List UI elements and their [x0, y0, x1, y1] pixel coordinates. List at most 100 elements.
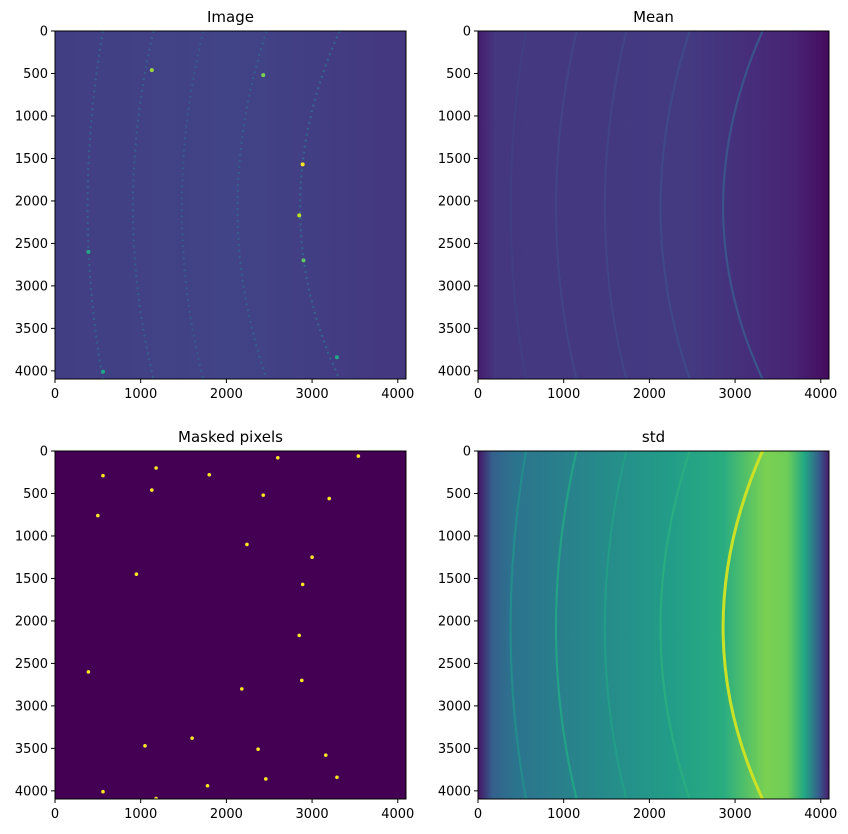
y-tick-label: 3000	[15, 279, 48, 294]
y-tick-label: 3000	[438, 699, 471, 714]
masked-pixel	[101, 473, 105, 478]
ring-2	[554, 451, 578, 799]
masked-pixel	[335, 775, 339, 780]
y-tick-label: 1000	[15, 109, 48, 124]
masked-pixel	[323, 753, 328, 757]
masked-pixel	[327, 496, 332, 501]
y-tick-label: 1000	[438, 109, 471, 124]
mean-gradient	[478, 31, 829, 379]
ring-5	[298, 31, 341, 379]
x-tick-label: 0	[474, 387, 482, 402]
x-tick-label: 1000	[124, 387, 157, 402]
masked-pixel	[256, 747, 260, 752]
ring-4	[659, 451, 691, 799]
x-tick-label: 2000	[210, 387, 243, 402]
ring-1	[509, 451, 528, 799]
ring-5	[721, 31, 764, 379]
y-tick-label: 4000	[438, 364, 471, 379]
bright-spot	[334, 355, 339, 360]
ring-3	[603, 451, 628, 799]
y-tick-label: 1500	[438, 572, 471, 587]
masked-pixel	[264, 777, 268, 781]
bright-spot	[301, 258, 306, 263]
y-tick-label: 3500	[15, 742, 48, 757]
ring-1	[509, 31, 528, 379]
std-gradient	[478, 451, 829, 799]
x-tick-label: 3000	[719, 807, 752, 822]
y-tick-label: 500	[446, 67, 471, 82]
bright-spot	[86, 249, 91, 254]
y-tick-label: 3000	[438, 279, 471, 294]
masked-pixel	[207, 472, 212, 477]
axes-frame	[54, 450, 407, 800]
y-tick-label: 3000	[15, 699, 48, 714]
bright-spot	[100, 369, 105, 374]
x-tick-label: 4000	[381, 387, 414, 402]
x-tick-label: 2000	[210, 807, 243, 822]
panel-title: Image	[207, 8, 254, 26]
x-tick-label: 2000	[633, 387, 666, 402]
y-tick-label: 2500	[438, 657, 471, 672]
masked-pixel	[240, 687, 244, 691]
y-tick-label: 1000	[438, 529, 471, 544]
x-tick-label: 4000	[804, 807, 837, 822]
x-tick-label: 0	[51, 807, 59, 822]
masked-pixel	[299, 678, 304, 683]
masked-pixel	[86, 670, 91, 674]
ring-2	[554, 31, 578, 379]
y-tick-label: 4000	[438, 784, 471, 799]
x-tick-label: 1000	[547, 387, 580, 402]
x-tick-label: 3000	[719, 387, 752, 402]
y-tick-label: 2500	[15, 657, 48, 672]
y-tick-label: 1000	[15, 529, 48, 544]
masked-pixel	[205, 783, 210, 788]
x-tick-label: 4000	[381, 807, 414, 822]
heatmap-image	[478, 451, 829, 799]
y-tick-label: 500	[446, 487, 471, 502]
masked-pixel	[150, 488, 154, 492]
masked-pixel	[276, 455, 280, 460]
y-tick-label: 0	[40, 445, 48, 460]
y-tick-label: 4000	[15, 364, 48, 379]
bright-spot	[261, 73, 266, 78]
masked-pixel	[143, 744, 147, 748]
y-tick-label: 2500	[15, 237, 48, 252]
y-tick-label: 500	[23, 67, 48, 82]
panel-title: Mean	[633, 8, 674, 26]
heatmap-image	[55, 31, 406, 379]
masked-pixel	[154, 796, 158, 799]
x-tick-label: 4000	[804, 387, 837, 402]
y-tick-label: 0	[463, 445, 471, 460]
y-tick-label: 4000	[15, 784, 48, 799]
masked-pixel	[101, 789, 105, 794]
bright-spot	[149, 68, 154, 73]
y-tick-label: 3500	[438, 322, 471, 337]
x-tick-label: 1000	[547, 807, 580, 822]
masked-pixel	[190, 736, 194, 740]
masked-pixel	[261, 493, 266, 497]
x-tick-label: 2000	[633, 807, 666, 822]
y-tick-label: 2000	[438, 614, 471, 629]
x-tick-label: 0	[51, 387, 59, 402]
heatmap-background	[55, 451, 406, 799]
heatmap-image	[478, 31, 829, 379]
masked-pixel	[245, 542, 249, 547]
x-tick-label: 3000	[296, 807, 329, 822]
axes-frame	[54, 30, 407, 380]
masked-pixel	[356, 454, 361, 458]
y-tick-label: 1500	[15, 572, 48, 587]
y-tick-label: 500	[23, 487, 48, 502]
ring-4	[659, 31, 691, 379]
y-tick-label: 3500	[438, 742, 471, 757]
axes-frame	[477, 30, 830, 380]
masked-pixel	[96, 513, 100, 518]
masked-pixel	[297, 633, 302, 638]
y-tick-label: 2000	[15, 614, 48, 629]
y-tick-label: 0	[40, 25, 48, 40]
x-tick-label: 1000	[124, 807, 157, 822]
